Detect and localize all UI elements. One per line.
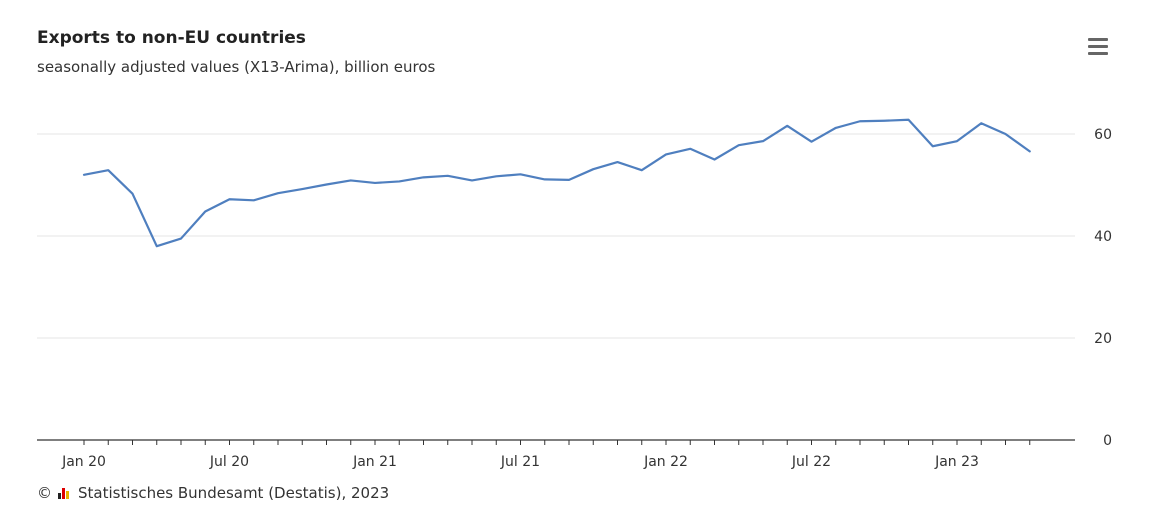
- data-point[interactable]: [664, 152, 669, 157]
- data-point[interactable]: [809, 139, 814, 144]
- x-axis: Jan 20 Jul 20 Jan 21 Jul 21 Jan 22 Jul 22 Jan …: [37, 439, 1075, 470]
- chart-title: Exports to non-EU countries: [37, 28, 306, 48]
- data-point[interactable]: [251, 198, 256, 203]
- data-point[interactable]: [979, 121, 984, 126]
- line-chart: 0 20 40 60 Jan 20 Jul 20 Jan 21 Jul 21 Jan 22 Ju…: [37, 117, 1112, 470]
- x-tick-label: Jul 20: [209, 454, 249, 470]
- data-point[interactable]: [373, 180, 378, 185]
- credit-text: Statistisches Bundesamt (Destatis), 2023: [78, 484, 390, 502]
- destatis-logo-icon: [58, 487, 72, 499]
- data-point[interactable]: [785, 123, 790, 128]
- credit-line: © Statistisches Bundesamt (Destatis), 20…: [37, 484, 389, 502]
- data-point[interactable]: [106, 168, 111, 173]
- x-tick-label: Jan 21: [352, 454, 397, 470]
- data-point[interactable]: [421, 175, 426, 180]
- x-tick-label: Jan 20: [61, 454, 106, 470]
- data-point[interactable]: [154, 244, 159, 249]
- data-point[interactable]: [130, 191, 135, 196]
- series-line[interactable]: [82, 118, 1031, 248]
- series-layer: [82, 117, 1032, 249]
- data-point[interactable]: [348, 178, 353, 183]
- y-tick-label: 60: [1094, 127, 1112, 143]
- data-point[interactable]: [397, 179, 402, 184]
- data-point[interactable]: [1027, 149, 1032, 154]
- data-point[interactable]: [736, 143, 741, 148]
- data-point[interactable]: [906, 117, 911, 122]
- data-point[interactable]: [179, 236, 184, 241]
- data-point[interactable]: [324, 182, 329, 187]
- data-point[interactable]: [930, 144, 935, 149]
- data-point[interactable]: [615, 160, 620, 165]
- y-tick-label: 40: [1094, 229, 1112, 245]
- copyright-symbol: ©: [37, 484, 52, 502]
- data-point[interactable]: [542, 177, 547, 182]
- data-point[interactable]: [639, 168, 644, 173]
- y-tick-label: 0: [1103, 433, 1112, 449]
- chart-card: Exports to non-EU countries seasonally a…: [9, 6, 1143, 512]
- x-tick-label: Jul 22: [791, 454, 831, 470]
- data-point[interactable]: [833, 125, 838, 130]
- x-tick-label: Jul 21: [500, 454, 540, 470]
- gridlines: [37, 133, 1075, 339]
- data-point[interactable]: [276, 191, 281, 196]
- hamburger-menu-icon[interactable]: [1086, 36, 1110, 58]
- data-point[interactable]: [688, 146, 693, 151]
- chart-subtitle: seasonally adjusted values (X13-Arima), …: [37, 58, 436, 76]
- y-tick-label: 20: [1094, 331, 1112, 347]
- data-point[interactable]: [203, 209, 208, 214]
- data-point[interactable]: [882, 118, 887, 123]
- data-point[interactable]: [955, 139, 960, 144]
- data-point[interactable]: [518, 172, 523, 177]
- data-point[interactable]: [761, 139, 766, 144]
- data-point[interactable]: [470, 178, 475, 183]
- data-point[interactable]: [712, 157, 717, 162]
- data-point[interactable]: [567, 177, 572, 182]
- data-point[interactable]: [1003, 132, 1008, 137]
- data-point[interactable]: [494, 174, 499, 179]
- data-point[interactable]: [227, 197, 232, 202]
- y-axis: 0 20 40 60: [1094, 127, 1112, 449]
- data-point[interactable]: [300, 187, 305, 192]
- data-point[interactable]: [591, 167, 596, 172]
- data-point[interactable]: [445, 173, 450, 178]
- data-point[interactable]: [82, 172, 87, 177]
- x-tick-label: Jan 23: [934, 454, 979, 470]
- x-tick-label: Jan 22: [643, 454, 688, 470]
- data-point[interactable]: [858, 119, 863, 124]
